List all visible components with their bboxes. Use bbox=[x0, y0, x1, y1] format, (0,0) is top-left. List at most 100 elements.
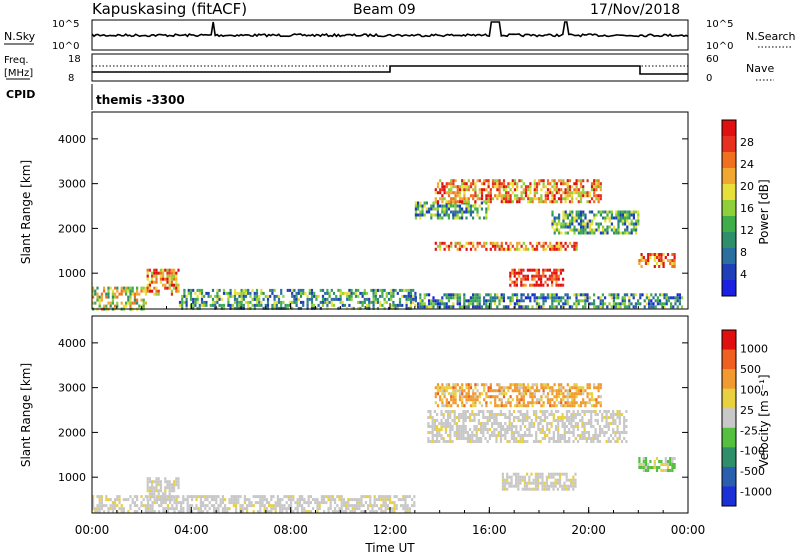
vel-echo-cell bbox=[191, 495, 194, 499]
vel-echo-cell bbox=[325, 501, 328, 505]
power-echo-cell bbox=[595, 188, 598, 192]
vel-echo-cell bbox=[429, 440, 432, 443]
power-echo-cell bbox=[454, 213, 457, 217]
vel-echo-cell bbox=[644, 463, 648, 466]
vel-echo-cell bbox=[120, 504, 123, 508]
vel-echo-cell bbox=[334, 498, 337, 502]
vel-echo-cell bbox=[296, 498, 299, 502]
power-echo-cell bbox=[441, 204, 444, 208]
power-echo-cell bbox=[275, 294, 278, 298]
vel-colorbar-tick-label: 1000 bbox=[740, 342, 768, 355]
vel-echo-cell bbox=[447, 413, 450, 416]
vel-echo-cell bbox=[540, 395, 543, 399]
power-echo-cell bbox=[651, 253, 654, 256]
power-echo-cell bbox=[220, 303, 223, 307]
x-tick-label: 04:00 bbox=[174, 523, 209, 537]
power-echo-cell bbox=[599, 302, 602, 306]
power-echo-cell bbox=[624, 216, 627, 220]
power-echo-cell bbox=[615, 216, 618, 220]
power-echo-cell bbox=[555, 283, 558, 287]
vel-echo-cell bbox=[577, 392, 580, 396]
vel-echo-cell bbox=[593, 386, 596, 390]
freq-tick-bottom: 8 bbox=[68, 73, 74, 84]
power-echo-cell bbox=[491, 185, 495, 189]
x-tick-label: 08:00 bbox=[273, 523, 308, 537]
vel-echo-cell bbox=[565, 484, 568, 488]
power-echo-cell bbox=[467, 200, 470, 204]
vel-echo-cell bbox=[224, 507, 227, 511]
power-echo-cell bbox=[144, 289, 147, 293]
power-echo-cell bbox=[564, 241, 567, 245]
vel-echo-cell bbox=[471, 419, 474, 422]
vel-echo-cell bbox=[455, 425, 458, 428]
vel-echo-cell bbox=[471, 434, 474, 437]
vel-echo-cell bbox=[460, 413, 463, 416]
vel-echo-cell bbox=[557, 401, 561, 405]
power-echo-cell bbox=[573, 293, 576, 297]
vel-echo-cell bbox=[508, 481, 511, 485]
vel-echo-cell bbox=[347, 498, 350, 502]
vel-echo-cell bbox=[168, 489, 171, 493]
power-echo-cell bbox=[650, 293, 653, 297]
vel-echo-cell bbox=[575, 386, 578, 390]
power-echo-cell bbox=[577, 216, 580, 220]
power-echo-cell bbox=[610, 216, 613, 220]
vel-echo-cell bbox=[471, 437, 474, 440]
vel-echo-cell bbox=[391, 501, 394, 505]
power-echo-cell bbox=[447, 244, 451, 248]
power-echo-cell bbox=[463, 191, 466, 195]
power-echo-cell bbox=[439, 213, 442, 217]
power-echo-cell bbox=[566, 222, 569, 226]
power-echo-cell bbox=[407, 291, 410, 295]
power-echo-cell bbox=[295, 291, 298, 295]
power-echo-cell bbox=[610, 213, 613, 217]
power-echo-cell bbox=[575, 185, 578, 189]
vel-echo-cell bbox=[493, 419, 496, 422]
power-echo-cell bbox=[454, 204, 457, 208]
power-echo-cell bbox=[553, 200, 556, 204]
power-echo-cell bbox=[520, 185, 523, 189]
vel-echo-cell bbox=[583, 428, 586, 431]
vel-echo-cell bbox=[607, 422, 610, 425]
power-echo-cell bbox=[509, 299, 512, 303]
power-echo-cell bbox=[269, 294, 272, 298]
power-echo-cell bbox=[593, 213, 596, 217]
vel-echo-cell bbox=[538, 389, 541, 393]
vel-echo-cell bbox=[96, 510, 99, 514]
power-echo-cell bbox=[170, 283, 173, 287]
power-echo-cell bbox=[602, 231, 605, 235]
power-echo-cell bbox=[494, 179, 497, 183]
vel-echo-cell bbox=[539, 410, 542, 413]
power-echo-cell bbox=[463, 293, 466, 297]
power-echo-cell bbox=[613, 228, 616, 232]
vel-echo-cell bbox=[530, 481, 533, 485]
vel-echo-cell bbox=[402, 495, 405, 499]
power-echo-cell bbox=[571, 200, 574, 204]
vel-echo-cell bbox=[477, 428, 480, 431]
vel-echo-cell bbox=[526, 487, 529, 491]
vel-echo-cell bbox=[453, 422, 456, 425]
power-echo-cell bbox=[401, 294, 404, 298]
vel-echo-cell bbox=[579, 404, 583, 408]
power-echo-cell bbox=[319, 288, 322, 292]
power-echo-cell bbox=[491, 241, 495, 245]
power-echo-cell bbox=[348, 291, 351, 295]
power-echo-cell bbox=[365, 306, 369, 310]
power-echo-cell bbox=[500, 182, 503, 186]
vel-echo-cell bbox=[342, 504, 345, 508]
power-echo-cell bbox=[560, 244, 563, 248]
power-echo-cell bbox=[575, 299, 578, 303]
vel-echo-cell bbox=[588, 401, 591, 405]
vel-echo-cell bbox=[389, 495, 392, 499]
power-echo-cell bbox=[597, 200, 600, 204]
power-echo-cell bbox=[562, 197, 565, 201]
power-echo-cell bbox=[672, 296, 675, 300]
vel-echo-cell bbox=[522, 404, 525, 408]
power-echo-cell bbox=[247, 303, 250, 307]
vel-echo-cell bbox=[537, 475, 540, 479]
power-echo-cell bbox=[302, 291, 305, 295]
vel-echo-cell bbox=[162, 507, 165, 511]
vel-echo-cell bbox=[500, 398, 503, 402]
vel-echo-cell bbox=[506, 425, 509, 428]
vel-echo-cell bbox=[452, 395, 455, 399]
